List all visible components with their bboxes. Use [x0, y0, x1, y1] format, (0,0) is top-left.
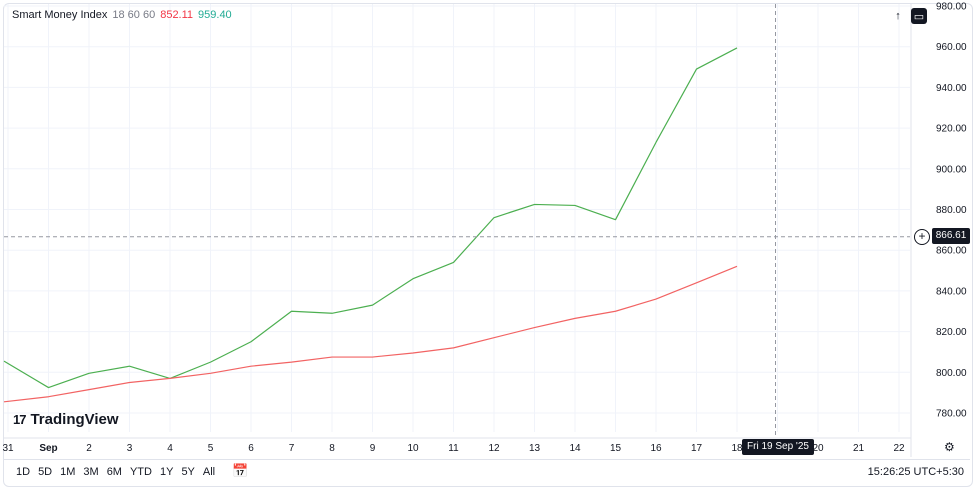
x-tick-label: 15 [610, 443, 622, 454]
range-selector: 1D 5D 1M 3M 6M YTD 1Y 5Y All [16, 466, 215, 478]
crosshair-price-label: 866.61 [932, 228, 970, 244]
y-tick-label: 840.00 [936, 286, 967, 297]
y-tick-label: 780.00 [936, 409, 967, 420]
x-tick-label: 7 [289, 443, 295, 454]
range-5d[interactable]: 5D [38, 466, 53, 478]
clock-timezone[interactable]: 15:26:25 UTC+5:30 [867, 466, 964, 478]
crosshair-date-label: Fri 19 Sep '25 [742, 439, 814, 455]
red-series-line [3, 265, 738, 403]
y-tick-label: 800.00 [936, 368, 967, 379]
gear-icon[interactable]: ⚙ [944, 440, 955, 454]
green-series-value: 959.40 [198, 9, 232, 21]
x-tick-label: 6 [248, 443, 254, 454]
x-tick-label: 8 [329, 443, 335, 454]
range-all[interactable]: All [202, 466, 216, 478]
calendar-goto-icon[interactable]: 📅 [232, 463, 249, 478]
x-tick-label: 4 [167, 443, 173, 454]
x-tick-label: 16 [650, 443, 662, 454]
range-6m[interactable]: 6M [106, 466, 122, 478]
x-tick-label: 10 [407, 443, 419, 454]
bottom-toolbar: 1D 5D 1M 3M 6M YTD 1Y 5Y All 📅 15:26:25 … [4, 459, 970, 484]
x-tick-label: 31 [2, 443, 14, 454]
green-series-line [3, 47, 738, 389]
x-tick-label: 22 [893, 443, 905, 454]
red-series-value: 852.11 [160, 9, 194, 21]
logo-text: TradingView [30, 411, 119, 428]
chart-frame [3, 3, 973, 487]
indicator-name[interactable]: Smart Money Index [12, 9, 108, 21]
add-alert-plus-icon[interactable]: + [914, 229, 930, 245]
range-1y[interactable]: 1Y [159, 466, 174, 478]
y-tick-label: 920.00 [936, 124, 967, 135]
y-tick-label: 940.00 [936, 83, 967, 94]
y-tick-label: 820.00 [936, 327, 967, 338]
range-ytd[interactable]: YTD [129, 466, 152, 478]
y-tick-label: 980.00 [936, 2, 967, 13]
x-tick-label: 18 [731, 443, 743, 454]
range-3m[interactable]: 3M [83, 466, 99, 478]
x-tick-label: 11 [448, 443, 459, 454]
tradingview-logo[interactable]: 17 TradingView [13, 411, 119, 428]
arrow-up-icon[interactable]: ↑ [895, 10, 901, 22]
x-tick-label: 12 [488, 443, 500, 454]
y-tick-label: 880.00 [936, 205, 967, 216]
range-1d[interactable]: 1D [16, 466, 31, 478]
indicator-params: 18 60 60 [112, 9, 156, 21]
x-tick-label: 14 [569, 443, 581, 454]
x-tick-label: 17 [691, 443, 703, 454]
x-tick-label: 5 [208, 443, 214, 454]
y-tick-label: 860.00 [936, 246, 967, 257]
restore-icon[interactable]: ▭ [911, 8, 927, 24]
x-tick-label: 21 [853, 443, 865, 454]
y-tick-label: 900.00 [936, 164, 967, 175]
tradingview-logo-icon: 17 [13, 412, 27, 427]
range-1m[interactable]: 1M [60, 466, 76, 478]
indicator-legend: Smart Money Index 18 60 60 852.11 959.40 [12, 9, 232, 21]
x-tick-label: 3 [127, 443, 133, 454]
range-5y[interactable]: 5Y [181, 466, 195, 478]
x-tick-label: 9 [370, 443, 376, 454]
x-tick-label: 20 [812, 443, 824, 454]
y-tick-label: 960.00 [936, 42, 967, 53]
x-tick-label: Sep [39, 443, 57, 454]
x-tick-label: 13 [529, 443, 541, 454]
x-tick-label: 2 [86, 443, 92, 454]
